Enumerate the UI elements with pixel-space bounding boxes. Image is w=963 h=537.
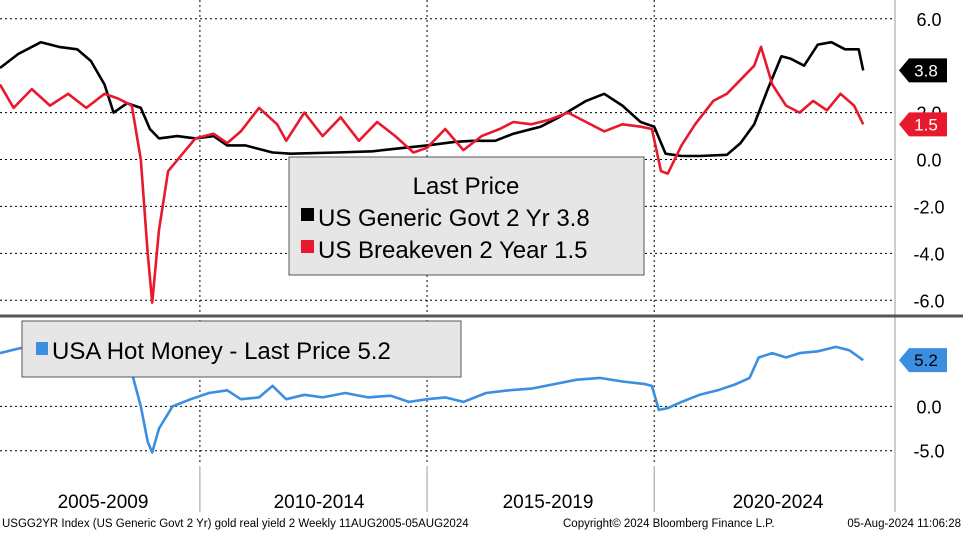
x-axis: 2005-2009 2010-2014 2015-2019 2020-2024 — [58, 492, 824, 513]
top-y-tick-label: -6.0 — [913, 291, 944, 311]
legend-swatch-hot-money — [36, 342, 48, 355]
x-label-2015-2019: 2015-2019 — [503, 492, 594, 513]
bottom-legend-box — [21, 320, 462, 378]
series-line-us-breakeven-2yr — [0, 45, 865, 304]
bottom-y-tick-label: 0.0 — [916, 397, 941, 417]
period-dividers — [199, 0, 896, 512]
x-label-2020-2024: 2020-2024 — [733, 492, 824, 513]
top-legend: Last Price US Generic Govt 2 Yr 3.8 US B… — [288, 156, 645, 276]
last-value-label-govt: 3.8 — [914, 61, 938, 80]
top-y-tick-label: -4.0 — [913, 244, 944, 264]
last-value-marker-hot-money: 5.2 — [899, 348, 947, 373]
x-label-2010-2014: 2010-2014 — [274, 492, 365, 513]
top-y-tick-label: -2.0 — [913, 197, 944, 217]
last-value-marker-govt: 3.8 — [899, 58, 947, 83]
last-value-tag-breakeven — [899, 112, 947, 137]
x-label-2005-2009: 2005-2009 — [58, 492, 149, 513]
top-y-tick-label: 0.0 — [916, 151, 941, 171]
last-value-tag-hot-money — [899, 348, 947, 373]
legend-title: Last Price — [413, 173, 520, 200]
top-y-tick-label: 6.0 — [916, 10, 941, 30]
footer-copyright: Copyright© 2024 Bloomberg Finance L.P. — [563, 518, 775, 530]
bottom-y-axis: 0.0 -5.0 — [913, 397, 944, 461]
legend-swatch-breakeven — [301, 240, 314, 253]
bottom-gridlines — [0, 405, 895, 452]
last-value-label-breakeven: 1.5 — [914, 115, 938, 134]
last-value-tag-govt — [899, 58, 947, 83]
legend-label-govt: US Generic Govt 2 Yr 3.8 — [318, 205, 590, 232]
legend-label-breakeven: US Breakeven 2 Year 1.5 — [318, 237, 588, 264]
footer-timestamp: 05-Aug-2024 11:06:28 — [847, 518, 961, 530]
top-y-axis: 6.02.00.0-2.0-4.0-6.0 — [913, 10, 944, 312]
last-value-label-hot-money: 5.2 — [914, 351, 938, 370]
bottom-y-tick-label: -5.0 — [913, 442, 944, 462]
legend-swatch-govt — [301, 208, 314, 221]
footer-source: USGG2YR Index (US Generic Govt 2 Yr) gol… — [2, 518, 469, 530]
footer: USGG2YR Index (US Generic Govt 2 Yr) gol… — [2, 518, 961, 530]
series-line-usa-hot-money — [0, 342, 864, 454]
bottom-legend: USA Hot Money - Last Price 5.2 — [21, 320, 462, 378]
top-legend-box — [288, 156, 645, 276]
top-gridlines — [0, 18, 895, 301]
last-value-marker-breakeven: 1.5 — [899, 112, 947, 137]
legend-label-hot-money: USA Hot Money - Last Price 5.2 — [52, 338, 391, 365]
